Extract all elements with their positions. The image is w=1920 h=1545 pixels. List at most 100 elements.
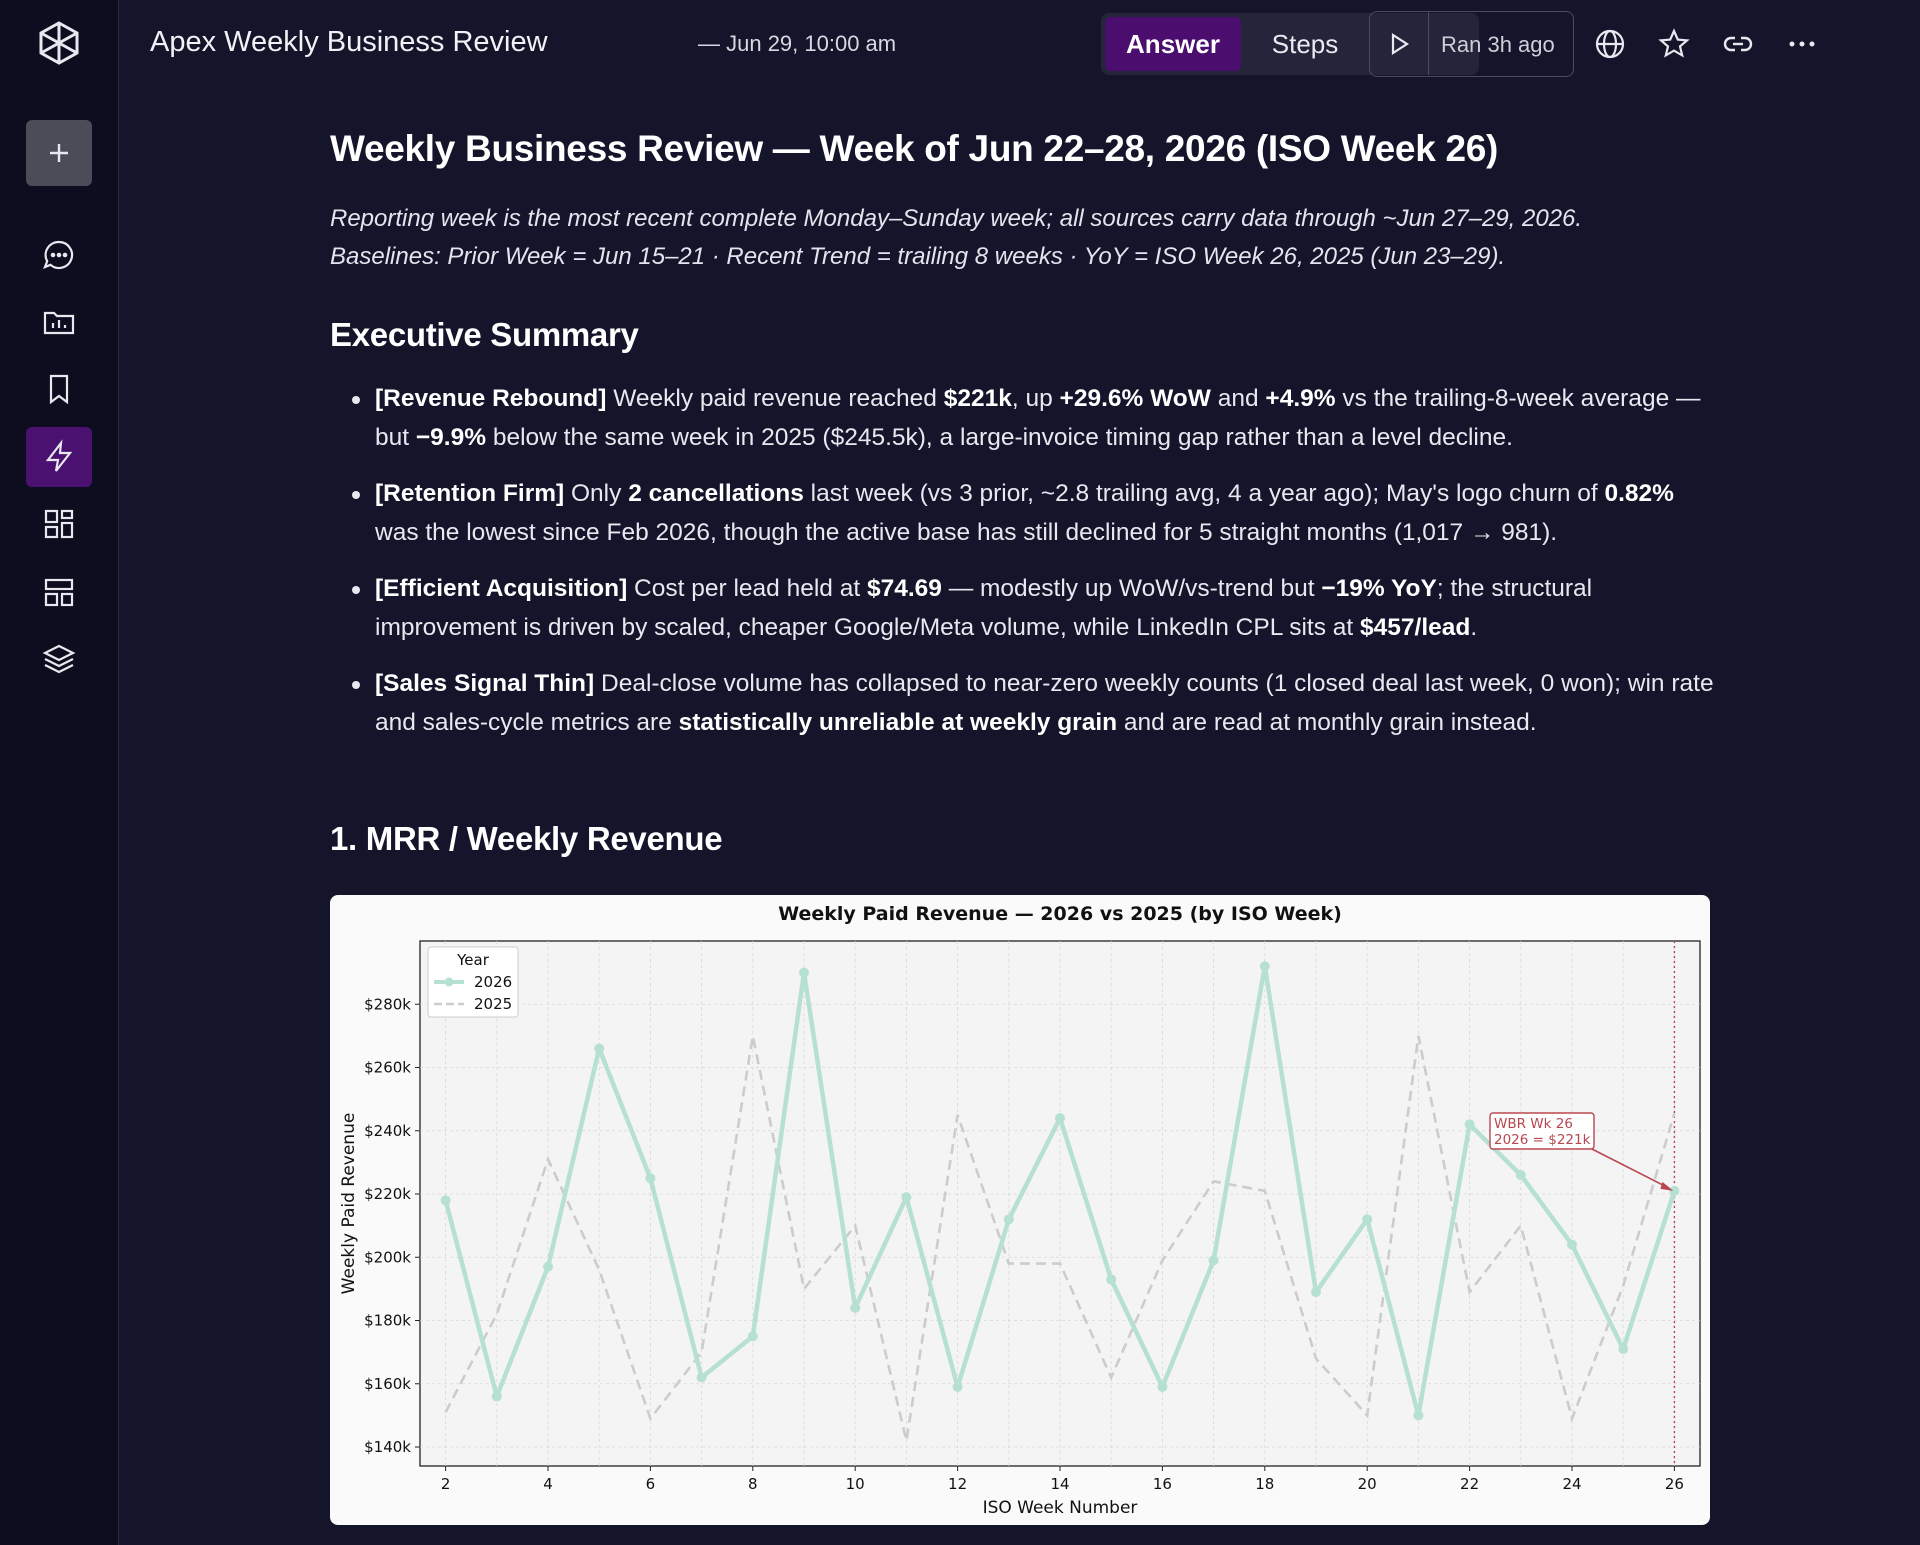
series-point-2026 — [850, 1302, 861, 1313]
section-1-heading: 1. MRR / Weekly Revenue — [330, 820, 723, 857]
lightning-bolt-icon — [45, 439, 73, 472]
series-point-2026 — [952, 1381, 963, 1392]
bullet-text: Weekly paid revenue reached — [606, 385, 944, 412]
run-timestamp: — Jun 29, 10:00 am — [698, 31, 897, 56]
bullet-strong: $221k — [943, 385, 1012, 412]
star-icon — [1658, 28, 1690, 58]
bullet-strong: +4.9% — [1265, 385, 1336, 412]
chat-bubble-icon — [43, 240, 74, 270]
x-tick-label: 6 — [646, 1475, 656, 1493]
series-point-2026 — [594, 1043, 605, 1054]
favorite-button[interactable] — [1652, 22, 1696, 66]
bullet-text: — modestly up WoW/vs-trend but — [941, 575, 1322, 602]
series-point-2026 — [747, 1331, 758, 1342]
y-tick-label: $240k — [364, 1122, 411, 1140]
tab-steps[interactable]: Steps — [1271, 28, 1339, 59]
copy-link-button[interactable] — [1716, 22, 1760, 66]
exec-summary-list: [Revenue Rebound] Weekly paid revenue re… — [330, 380, 1720, 760]
x-tick-label: 2 — [441, 1475, 451, 1493]
legend-marker-2026 — [444, 977, 454, 987]
bookmark-icon — [49, 374, 69, 405]
sidebar-item-automations[interactable] — [26, 427, 92, 487]
y-tick-label: $180k — [364, 1312, 411, 1330]
series-point-2026 — [1567, 1239, 1577, 1250]
bullet-strong: 2 cancellations — [628, 480, 804, 507]
annotation-box — [1489, 1112, 1595, 1150]
bullet-tag: [Efficient Acquisition] — [375, 575, 628, 602]
revenue-chart-card: Weekly Paid Revenue — 2026 vs 2025 (by I… — [330, 895, 1710, 1525]
series-point-2026 — [1515, 1170, 1526, 1181]
sidebar-item-dashboards[interactable] — [26, 494, 92, 554]
bullet-strong: −19% YoY — [1321, 575, 1437, 602]
view-toggle: Answer Steps — [1101, 13, 1479, 75]
bullet-strong: statistically unreliable at weekly grain — [678, 708, 1118, 736]
annotation-line-1: WBR Wk 26 — [1494, 1116, 1573, 1132]
x-tick-label: 26 — [1665, 1475, 1684, 1493]
app-logo-icon[interactable] — [36, 20, 82, 66]
sidebar-item-layouts[interactable] — [26, 562, 92, 622]
x-tick-label: 18 — [1255, 1475, 1274, 1493]
y-tick-label: $280k — [364, 995, 411, 1013]
x-tick-label: 12 — [948, 1475, 967, 1493]
more-options-button[interactable] — [1780, 22, 1824, 66]
globe-button[interactable] — [1588, 22, 1632, 66]
run-button[interactable] — [1370, 12, 1429, 75]
bullet-text: Cost per lead held at — [627, 575, 867, 602]
bullet-text: . — [1470, 613, 1478, 641]
bullet-text: ; the structural improvement is driven b… — [375, 575, 1593, 641]
doc-intro: Reporting week is the most recent comple… — [330, 200, 1720, 276]
bullet-text: vs the trailing-8-week average — but — [375, 385, 1701, 451]
bullet-strong: $74.69 — [866, 575, 942, 602]
x-tick-label: 4 — [543, 1475, 553, 1493]
sidebar-item-library[interactable] — [26, 292, 92, 352]
layout-icon — [44, 578, 74, 607]
series-point-2026 — [1413, 1410, 1424, 1421]
x-axis-label: ISO Week Number — [983, 1498, 1138, 1518]
new-thread-button[interactable] — [26, 120, 92, 186]
bullet-text: was the lowest since Feb 2026, though th… — [375, 518, 1558, 546]
sidebar — [0, 0, 119, 1545]
x-tick-label: 20 — [1358, 1475, 1377, 1493]
top-bar: Apex Weekly Business Review — Jun 29, 10… — [120, 0, 1920, 88]
legend-title: Year — [456, 951, 490, 969]
grid-icon — [44, 509, 74, 539]
link-icon — [1723, 36, 1753, 52]
plot-area — [419, 940, 1701, 1467]
page-title: Apex Weekly Business Review — [150, 26, 548, 58]
list-item: [Sales Signal Thin] Deal-close volume ha… — [330, 665, 1720, 742]
revenue-chart: Weekly Paid Revenue — 2026 vs 2025 (by I… — [339, 903, 1701, 1518]
series-line-2025 — [444, 1035, 1676, 1441]
legend-label-2025: 2025 — [474, 995, 512, 1013]
sidebar-item-chat[interactable] — [26, 225, 92, 285]
series-point-2026 — [1362, 1214, 1373, 1225]
series-point-2026 — [645, 1173, 656, 1184]
play-icon — [1391, 32, 1410, 55]
bullet-text: last week (vs 3 prior, ~2.8 trailing avg… — [803, 480, 1605, 507]
bullet-tag: [Sales Signal Thin] — [375, 670, 595, 697]
legend-box — [427, 946, 519, 1018]
list-item: [Efficient Acquisition] Cost per lead he… — [330, 570, 1720, 647]
y-axis-label: Weekly Paid Revenue — [339, 1113, 359, 1295]
series-point-2026 — [1311, 1287, 1321, 1298]
x-tick-label: 14 — [1050, 1475, 1069, 1493]
run-control: Ran 3h ago — [1369, 11, 1574, 77]
tab-answer[interactable]: Answer — [1105, 17, 1241, 71]
globe-icon — [1595, 29, 1625, 59]
bullet-strong: 0.82% — [1604, 480, 1674, 507]
series-point-2026 — [1003, 1214, 1014, 1225]
sidebar-item-bookmarks[interactable] — [26, 359, 92, 419]
bullet-text: below the same week in 2025 ($245.5k), a… — [486, 423, 1513, 451]
y-tick-label: $260k — [364, 1059, 411, 1077]
folder-chart-icon — [43, 311, 75, 335]
series-point-2026 — [1669, 1185, 1680, 1196]
ellipsis-icon — [1789, 41, 1815, 47]
plus-icon — [50, 144, 68, 162]
x-tick-label: 10 — [846, 1475, 865, 1493]
series-point-2026 — [440, 1195, 451, 1206]
bullet-strong: +29.6% WoW — [1059, 385, 1211, 412]
list-item: [Revenue Rebound] Weekly paid revenue re… — [330, 380, 1720, 457]
exec-summary-heading: Executive Summary — [330, 316, 639, 353]
sidebar-item-stacks[interactable] — [26, 629, 92, 689]
x-tick-label: 24 — [1562, 1475, 1581, 1493]
bullet-text: Deal-close volume has collapsed to near-… — [375, 670, 1714, 736]
